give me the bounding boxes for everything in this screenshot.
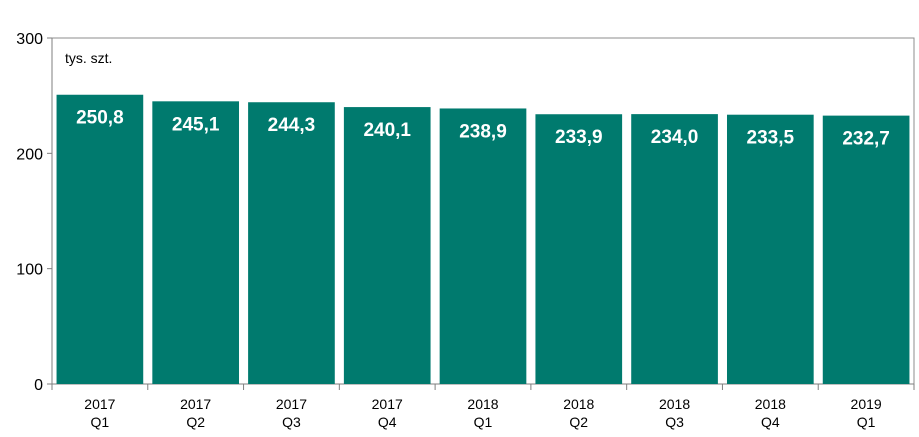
data-label: 233,5 xyxy=(747,128,795,149)
x-tick-label-year: 2018 xyxy=(563,396,594,412)
data-label: 234,0 xyxy=(651,127,699,148)
y-tick-label: 100 xyxy=(16,262,43,279)
bar xyxy=(343,107,431,385)
data-label: 250,8 xyxy=(76,108,124,129)
y-tick-label: 0 xyxy=(34,377,43,394)
data-label: 240,1 xyxy=(363,120,411,141)
x-tick-label-year: 2018 xyxy=(755,396,786,412)
x-tick-label-year: 2019 xyxy=(851,396,882,412)
x-tick-label-year: 2017 xyxy=(276,396,307,412)
x-tick-label-quarter: Q4 xyxy=(378,414,397,430)
unit-label: tys. szt. xyxy=(65,50,112,66)
bar xyxy=(439,108,527,385)
x-tick-label-quarter: Q3 xyxy=(282,414,301,430)
x-tick-label-quarter: Q1 xyxy=(474,414,493,430)
data-label: 238,9 xyxy=(459,121,507,142)
data-label: 245,1 xyxy=(172,114,220,135)
x-tick-label-year: 2018 xyxy=(659,396,690,412)
data-label: 233,9 xyxy=(555,127,603,148)
data-label: 244,3 xyxy=(268,115,316,136)
x-tick-label-quarter: Q1 xyxy=(91,414,110,430)
x-tick-label-quarter: Q1 xyxy=(857,414,876,430)
x-tick-label-year: 2018 xyxy=(467,396,498,412)
plot-area: 0 100 200 300 250,8 2017 Q1 245,1 2017 Q2 244,3 201… xyxy=(16,31,915,430)
x-tick-label-quarter: Q2 xyxy=(569,414,588,430)
bar xyxy=(535,114,623,384)
bar xyxy=(726,114,814,385)
bar xyxy=(248,102,335,385)
x-tick-label-quarter: Q2 xyxy=(186,414,205,430)
y-tick-label: 200 xyxy=(16,146,43,163)
bar xyxy=(822,115,910,385)
y-tick-label: 300 xyxy=(16,31,43,48)
bar xyxy=(631,114,718,385)
x-tick-label-quarter: Q3 xyxy=(665,414,684,430)
data-label: 232,7 xyxy=(842,129,890,150)
x-tick-label-year: 2017 xyxy=(84,396,115,412)
bar xyxy=(56,94,144,384)
x-tick-label-quarter: Q4 xyxy=(761,414,780,430)
x-tick-label-year: 2017 xyxy=(372,396,403,412)
x-tick-label-year: 2017 xyxy=(180,396,211,412)
bar xyxy=(152,101,240,385)
